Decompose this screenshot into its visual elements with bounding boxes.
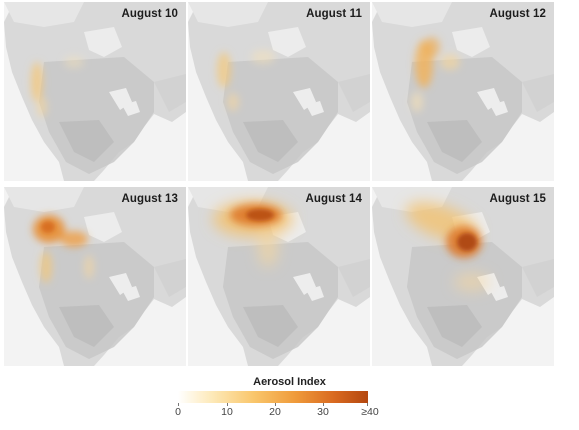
legend-tick (323, 403, 324, 406)
panel-date-label: August 11 (306, 8, 362, 20)
north-america-map (372, 2, 554, 181)
panel-date-label: August 12 (489, 8, 546, 20)
legend-tick-label: 30 (317, 406, 329, 418)
legend-title: Aerosol Index (253, 376, 326, 388)
north-america-map (372, 187, 554, 366)
north-america-map (4, 187, 186, 366)
legend-tick (227, 403, 228, 406)
legend-tick-label: ≥40 (361, 406, 379, 418)
legend-tick (275, 403, 276, 406)
legend-tick (178, 403, 179, 406)
map-panel-august-11: August 11 (188, 2, 370, 181)
map-panel-august-15: August 15 (372, 187, 554, 366)
legend-tick (367, 403, 368, 406)
legend-tick-label: 0 (175, 406, 181, 418)
panel-date-label: August 10 (121, 8, 178, 20)
north-america-map (188, 2, 370, 181)
panel-date-label: August 14 (305, 193, 362, 205)
legend: Aerosol Index 0 10 20 30 ≥40 (0, 374, 579, 430)
north-america-map (188, 187, 370, 366)
panel-date-label: August 13 (121, 193, 178, 205)
north-america-map (4, 2, 186, 181)
panel-date-label: August 15 (489, 193, 546, 205)
legend-tick-label: 20 (269, 406, 281, 418)
map-panel-august-14: August 14 (188, 187, 370, 366)
legend-color-bar (178, 391, 368, 403)
legend-tick-label: 10 (221, 406, 233, 418)
map-panel-august-12: August 12 (372, 2, 554, 181)
map-grid: August 10 August 11 (4, 2, 570, 366)
map-panel-august-13: August 13 (4, 187, 186, 366)
map-panel-august-10: August 10 (4, 2, 186, 181)
